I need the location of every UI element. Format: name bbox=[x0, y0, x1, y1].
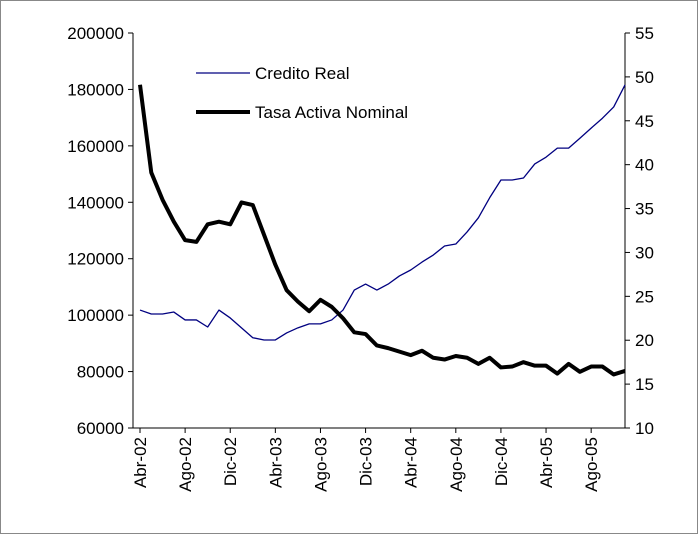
y-tick-label: 80000 bbox=[77, 363, 124, 382]
y2-tick-label: 35 bbox=[635, 200, 654, 219]
line-series bbox=[139, 84, 626, 341]
y-tick-label: 60000 bbox=[77, 419, 124, 438]
y-tick-label: 120000 bbox=[67, 250, 124, 269]
x-tick-label: Ago-02 bbox=[176, 437, 195, 492]
y2-tick-label: 15 bbox=[635, 375, 654, 394]
y-tick-label: 100000 bbox=[67, 306, 124, 325]
y-tick-label: 180000 bbox=[67, 80, 124, 99]
x-tick-label: Abr-03 bbox=[266, 437, 285, 488]
y2-tick-label: 45 bbox=[635, 112, 654, 131]
y2-tick-label: 30 bbox=[635, 243, 654, 262]
x-tick-label: Dic-04 bbox=[492, 437, 511, 486]
x-tick-label: Dic-02 bbox=[221, 437, 240, 486]
y2-tick-label: 50 bbox=[635, 68, 654, 87]
x-tick-label: Abr-05 bbox=[537, 437, 556, 488]
y-tick-label: 200000 bbox=[67, 24, 124, 43]
x-tick-label: Abr-04 bbox=[402, 437, 421, 488]
line-series bbox=[138, 84, 626, 377]
y2-tick-label: 10 bbox=[635, 419, 654, 438]
y2-tick-label: 40 bbox=[635, 156, 654, 175]
x-tick-label: Ago-03 bbox=[311, 437, 330, 492]
x-tick-label: Dic-03 bbox=[357, 437, 376, 486]
x-tick-label: Ago-05 bbox=[582, 437, 601, 492]
y2-tick-label: 25 bbox=[635, 287, 654, 306]
legend-label: Credito Real bbox=[255, 64, 350, 83]
x-tick-label: Abr-02 bbox=[131, 437, 150, 488]
y2-tick-label: 20 bbox=[635, 331, 654, 350]
x-tick-label: Ago-04 bbox=[447, 437, 466, 492]
y-tick-label: 140000 bbox=[67, 193, 124, 212]
y2-tick-label: 55 bbox=[635, 24, 654, 43]
y-tick-label: 160000 bbox=[67, 137, 124, 156]
legend-label: Tasa Activa Nominal bbox=[255, 103, 408, 122]
